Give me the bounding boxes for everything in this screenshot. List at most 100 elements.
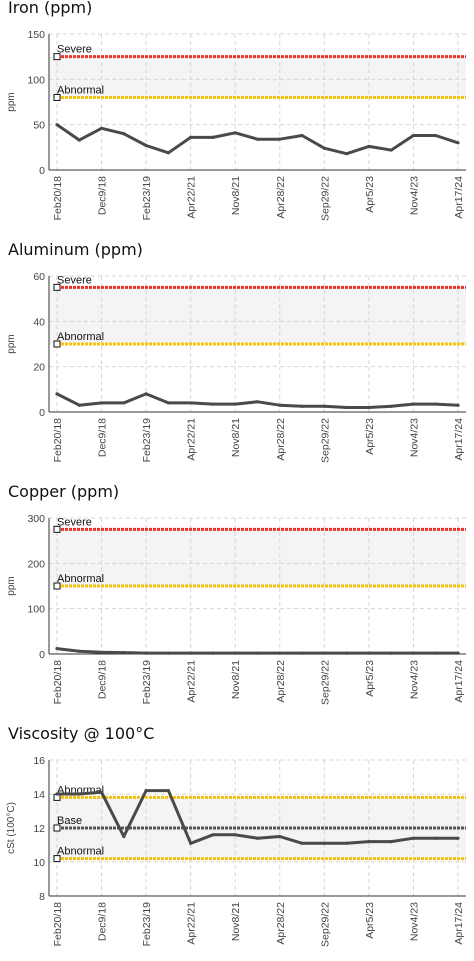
- data-point: [411, 836, 416, 840]
- chart-plot-area: 0 100 200 300 Feb20/18 Dec9/18 Feb23/19 Apr22/2…: [6, 513, 466, 705]
- data-point: [211, 833, 215, 837]
- data-point: [367, 651, 371, 655]
- data-point: [456, 403, 460, 407]
- limit-marker: [53, 582, 61, 590]
- data-point: [77, 138, 81, 142]
- limit-label-abnormal: Abnormal: [57, 846, 104, 858]
- data-point: [456, 651, 460, 655]
- y-axis-label: ppm: [6, 334, 17, 353]
- y-tick-label: 0: [39, 165, 45, 177]
- x-tick-label: Apr28/22: [275, 902, 287, 945]
- chart-aluminum: Aluminum (ppm) 0 20 40 60 Feb20/18 Dec9/18 Feb…: [0, 240, 474, 482]
- x-tick-label: Dec9/18: [97, 902, 109, 941]
- chart-plot-area: 0 50 100 150 Feb20/18 Dec9/18 Feb23/19 Apr22/21…: [6, 29, 466, 221]
- x-tick-label: Sep29/22: [319, 176, 331, 221]
- data-point: [189, 401, 193, 405]
- y-tick-label: 0: [39, 649, 45, 661]
- x-tick-label: Nov8/21: [230, 418, 242, 457]
- data-point: [300, 133, 304, 138]
- x-tick-label: Dec9/18: [97, 176, 109, 215]
- chart-plot-area: 0 20 40 60 Feb20/18 Dec9/18 Feb23/19 Apr22/21 No…: [6, 271, 466, 463]
- x-tick-label: Apr17/24: [453, 660, 465, 703]
- x-tick-label: Apr22/21: [186, 418, 198, 461]
- x-tick-label: Feb20/18: [52, 660, 64, 705]
- data-point: [367, 144, 371, 149]
- data-point: [389, 404, 393, 408]
- y-tick-label: 100: [27, 604, 45, 616]
- data-point: [322, 404, 326, 408]
- data-point: [367, 405, 371, 410]
- data-point: [77, 792, 81, 796]
- x-tick-label: Apr28/22: [275, 176, 287, 219]
- x-tick-label: Apr28/22: [275, 418, 287, 461]
- y-tick-label: 10: [33, 857, 45, 869]
- data-point: [99, 650, 104, 654]
- limit-label-abnormal: Abnormal: [57, 573, 104, 585]
- x-tick-label: Feb23/19: [141, 176, 153, 221]
- data-point: [322, 651, 326, 655]
- y-axis-label: ppm: [6, 92, 17, 111]
- data-point: [389, 651, 393, 655]
- data-point: [144, 651, 148, 655]
- alarm-band: [49, 529, 466, 586]
- limit-marker: [53, 855, 61, 863]
- data-point: [189, 841, 193, 845]
- data-point: [434, 402, 438, 406]
- x-tick-label: Apr28/22: [275, 660, 287, 703]
- data-point: [122, 401, 126, 405]
- y-tick-label: 60: [33, 271, 45, 283]
- data-point: [166, 401, 170, 405]
- limit-marker: [53, 824, 61, 832]
- limit-label-severe: Severe: [57, 516, 92, 528]
- data-point: [189, 651, 193, 655]
- y-tick-label: 8: [39, 891, 45, 903]
- x-tick-label: Sep29/22: [319, 660, 331, 705]
- x-tick-label: Sep29/22: [319, 418, 331, 463]
- data-point: [255, 651, 260, 655]
- data-point: [99, 126, 104, 130]
- x-tick-label: Feb23/19: [141, 418, 153, 463]
- x-tick-label: Nov4/23: [408, 176, 420, 215]
- data-point: [122, 834, 126, 839]
- x-tick-label: Feb20/18: [52, 176, 64, 221]
- data-point: [99, 790, 104, 794]
- chart-copper: Copper (ppm) 0 100 200 300 Feb20/18 Dec9/18 Fe…: [0, 482, 474, 724]
- limit-label-base: Base: [57, 815, 82, 827]
- x-tick-label: Feb23/19: [141, 902, 153, 947]
- limit-label-severe: Severe: [57, 44, 92, 56]
- data-point: [322, 146, 326, 150]
- x-tick-label: Apr5/23: [364, 418, 376, 455]
- x-tick-label: Dec9/18: [97, 660, 109, 699]
- data-point: [233, 131, 237, 135]
- data-point: [166, 789, 170, 793]
- x-tick-label: Nov8/21: [230, 660, 242, 699]
- limit-label-severe: Severe: [57, 274, 92, 286]
- y-tick-label: 300: [27, 513, 45, 525]
- data-point: [345, 841, 349, 845]
- data-point: [233, 651, 237, 655]
- x-tick-label: Dec9/18: [97, 418, 109, 457]
- data-point: [456, 836, 460, 840]
- data-point: [434, 651, 438, 655]
- data-point: [77, 403, 81, 407]
- x-tick-label: Apr5/23: [364, 902, 376, 939]
- chart-viscosity: Viscosity @ 100°C 8 10 12 14 16 Feb20/18 Dec9/…: [0, 724, 474, 961]
- y-tick-label: 0: [39, 407, 45, 419]
- data-point: [300, 841, 304, 845]
- x-tick-label: Apr17/24: [453, 418, 465, 461]
- x-tick-label: Apr17/24: [453, 902, 465, 945]
- y-tick-label: 200: [27, 558, 45, 570]
- data-point: [211, 651, 215, 655]
- limit-label-abnormal: Abnormal: [57, 84, 104, 96]
- data-point: [99, 401, 104, 405]
- data-point: [166, 651, 170, 655]
- data-point: [55, 123, 59, 127]
- y-tick-label: 100: [27, 74, 45, 86]
- data-point: [233, 402, 237, 406]
- data-point: [55, 646, 59, 651]
- data-point: [434, 133, 438, 138]
- data-point: [144, 789, 148, 793]
- chart-iron: Iron (ppm) 0 50 100 150 Feb20/18 Dec9/18 Feb23…: [0, 0, 474, 240]
- chart-title: Copper (ppm): [8, 482, 120, 501]
- data-point: [278, 137, 282, 141]
